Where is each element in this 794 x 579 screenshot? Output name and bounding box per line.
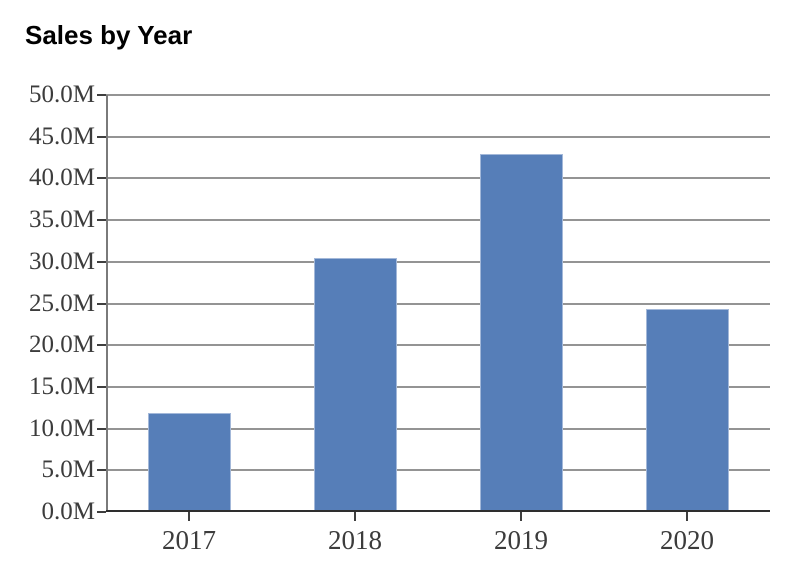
y-axis-tick-20.0M: [97, 344, 106, 347]
plot-area: 0.0M 5.0M 10.0M 15.0M 20.0M 25.0M 30.0M 35.0M 40…: [29, 81, 770, 555]
gridline-30.0M: [106, 260, 770, 263]
y-axis-tick-45.0M: [97, 135, 106, 138]
y-tick-label-25.0M: 25.0M: [29, 289, 95, 317]
y-axis-tick-40.0M: [97, 177, 106, 180]
x-axis-tick-2018: [354, 512, 356, 521]
x-tick-label-2018: 2018: [328, 525, 382, 555]
x-axis-line: [106, 510, 770, 512]
bar-2019: [479, 154, 563, 512]
y-tick-label-45.0M: 45.0M: [29, 122, 95, 150]
x-tick-label-2020: 2020: [660, 525, 714, 555]
gridline-45.0M: [106, 135, 770, 138]
y-tick-label-10.0M: 10.0M: [29, 414, 95, 442]
x-axis-tick-2020: [686, 512, 688, 521]
x-tick-label-2017: 2017: [162, 525, 216, 555]
bar-2017: [147, 412, 231, 512]
y-axis-tick-50.0M: [97, 94, 106, 96]
y-axis-tick-35.0M: [97, 219, 106, 222]
gridline-10.0M: [106, 427, 770, 430]
x-axis-tick-2017: [188, 512, 190, 521]
bar-2018: [313, 258, 397, 512]
bar-2020: [645, 308, 729, 512]
gridline-20.0M: [106, 344, 770, 347]
y-tick-label-50.0M: 50.0M: [29, 81, 95, 108]
y-tick-label-5.0M: 5.0M: [41, 456, 95, 484]
chart-title: Sales by Year: [25, 20, 193, 50]
y-tick-label-40.0M: 40.0M: [29, 164, 95, 192]
y-axis-tick-25.0M: [97, 302, 106, 305]
gridline-35.0M: [106, 219, 770, 222]
y-axis-line: [106, 95, 108, 512]
y-tick-label-15.0M: 15.0M: [29, 372, 95, 400]
y-axis-tick-0.0M: [97, 511, 106, 513]
gridline-40.0M: [106, 177, 770, 180]
x-tick-label-2019: 2019: [494, 525, 548, 555]
y-tick-label-0.0M: 0.0M: [41, 498, 95, 525]
gridline-5.0M: [106, 469, 770, 472]
y-tick-label-20.0M: 20.0M: [29, 331, 95, 359]
gridline-25.0M: [106, 302, 770, 305]
y-axis-tick-30.0M: [97, 260, 106, 263]
y-tick-label-30.0M: 30.0M: [29, 247, 95, 275]
y-axis-tick-10.0M: [97, 427, 106, 430]
y-axis-tick-5.0M: [97, 469, 106, 472]
x-axis-tick-2019: [520, 512, 522, 521]
y-tick-label-35.0M: 35.0M: [29, 206, 95, 234]
y-axis-tick-15.0M: [97, 385, 106, 388]
gridline-15.0M: [106, 385, 770, 388]
gridline-50.0M: [106, 94, 770, 96]
